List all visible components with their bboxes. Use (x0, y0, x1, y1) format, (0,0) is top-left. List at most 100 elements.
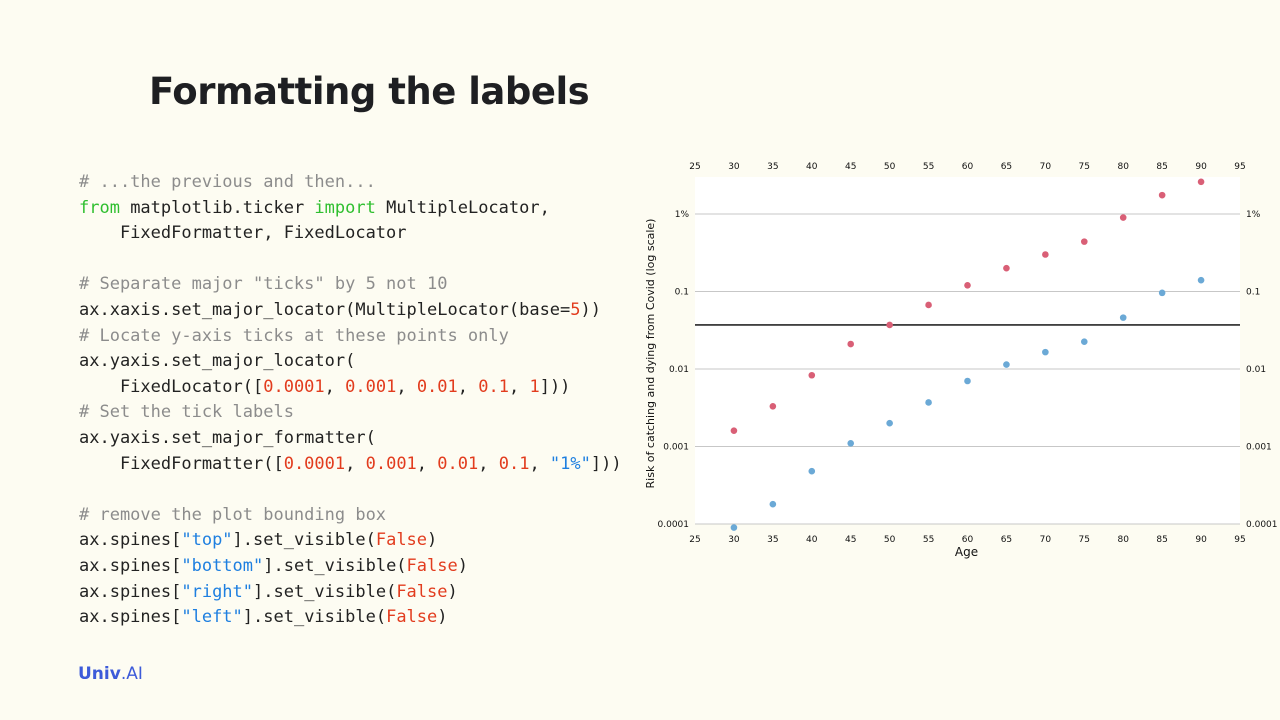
y-tick-label-left: 1% (675, 210, 690, 220)
code-token-false: False (386, 607, 438, 628)
logo-text-ai: .AI (120, 664, 143, 684)
code-token-plain: ])) (539, 376, 571, 397)
code-line: # remove the plot bounding box (79, 503, 622, 529)
data-point-series-1 (1042, 348, 1049, 356)
code-line: ax.yaxis.set_major_locator( (79, 349, 622, 375)
y-tick-label-right: 0.1 (1246, 287, 1260, 297)
data-point-series-0 (847, 340, 855, 348)
data-point-series-0 (964, 282, 971, 289)
data-point-series-1 (769, 500, 777, 508)
data-point-series-1 (808, 467, 816, 475)
code-line: ax.yaxis.set_major_formatter( (79, 426, 622, 452)
x-tick-label-bottom: 95 (1234, 535, 1245, 545)
x-tick-label-top: 50 (884, 162, 896, 172)
code-token-false: False (375, 530, 428, 551)
code-token-plain: FixedFormatter, FixedLocator (79, 223, 407, 244)
logo-text-univ: Univ (78, 664, 121, 684)
x-tick-label-bottom: 25 (689, 535, 700, 545)
code-token-plain: , (529, 453, 550, 474)
x-tick-label-bottom: 50 (884, 535, 896, 545)
data-point-series-1 (964, 377, 971, 385)
plot-area (695, 177, 1240, 524)
data-point-series-0 (769, 403, 777, 410)
code-line: FixedLocator([0.0001, 0.001, 0.01, 0.1, … (79, 375, 622, 401)
data-point-series-0 (925, 301, 932, 309)
code-token-comment: # Set the tick labels (79, 402, 294, 423)
x-tick-label-top: 30 (728, 162, 740, 172)
code-token-number: 0.01 (437, 453, 479, 474)
x-axis-label: Age (955, 545, 978, 559)
code-line: ax.spines["bottom"].set_visible(False) (79, 554, 622, 580)
code-line: # ...the previous and then... (79, 170, 622, 196)
code-token-number: 0.1 (478, 376, 509, 397)
code-token-plain: , (416, 453, 438, 474)
x-tick-label-top: 55 (923, 162, 934, 172)
code-token-comment: # Locate y-axis ticks at these points on… (79, 325, 509, 346)
code-token-plain: MultipleLocator, (375, 197, 550, 218)
code-token-keyword: import (314, 197, 376, 218)
y-tick-label-left: 0.1 (675, 287, 689, 297)
data-point-series-0 (808, 371, 816, 379)
x-tick-label-top: 85 (1156, 162, 1167, 172)
data-point-series-1 (1003, 361, 1010, 368)
x-tick-label-bottom: 60 (962, 535, 974, 545)
data-point-series-0 (1197, 178, 1205, 186)
code-token-plain: ax.yaxis.set_major_locator( (79, 351, 356, 372)
data-point-series-0 (730, 427, 738, 434)
y-tick-label-right: 0.0001 (1246, 520, 1278, 530)
slide-title: Formatting the labels (149, 70, 590, 113)
data-point-series-1 (925, 399, 932, 406)
y-tick-label-right: 0.01 (1246, 365, 1266, 375)
code-token-number: 0.01 (416, 376, 458, 397)
code-token-comment: # remove the plot bounding box (79, 504, 387, 525)
data-point-series-0 (1158, 191, 1166, 199)
code-line: ax.spines["left"].set_visible(False) (79, 605, 622, 631)
code-token-plain: ax.xaxis.set_major_locator(MultipleLocat… (79, 299, 571, 320)
code-line: # Locate y-axis ticks at these points on… (79, 324, 622, 350)
code-token-plain: matplotlib.ticker (119, 197, 315, 218)
code-token-string: "left" (181, 607, 243, 628)
x-tick-label-bottom: 55 (923, 535, 934, 545)
x-tick-label-top: 45 (845, 162, 856, 172)
univ-ai-logo: Univ.AI (78, 664, 143, 684)
x-tick-label-top: 75 (1079, 162, 1090, 172)
y-axis-label: Risk of catching and dying from Covid (l… (644, 219, 657, 489)
code-line: ax.spines["right"].set_visible(False) (79, 580, 622, 606)
code-token-plain: FixedFormatter([ (79, 453, 284, 474)
data-point-series-0 (1080, 238, 1088, 245)
data-point-series-0 (1003, 264, 1010, 272)
code-line: # Set the tick labels (79, 400, 622, 426)
code-block: # ...the previous and then... from matplo… (79, 170, 622, 631)
code-token-plain: , (345, 453, 366, 474)
code-token-comment: # ...the previous and then... (79, 172, 376, 192)
data-point-series-1 (1080, 338, 1088, 345)
code-token-plain: ].set_visible( (242, 607, 387, 628)
data-point-series-1 (886, 419, 893, 427)
code-token-plain: FixedLocator([ (79, 376, 264, 397)
data-point-series-1 (847, 439, 855, 447)
data-point-series-1 (1119, 314, 1127, 321)
code-token-plain: ) (437, 607, 448, 628)
code-token-string: "top" (181, 530, 233, 551)
code-token-number: 0.001 (345, 376, 397, 397)
code-token-comment: # Separate major "ticks" by 5 not 10 (79, 274, 448, 295)
code-token-plain: ].set_visible( (263, 555, 407, 576)
code-token-plain: ax.yaxis.set_major_formatter( (79, 427, 376, 448)
data-point-series-0 (886, 321, 893, 329)
x-tick-label-top: 95 (1234, 162, 1245, 172)
code-line: FixedFormatter, FixedLocator (79, 221, 622, 247)
x-tick-label-bottom: 35 (767, 535, 778, 545)
x-tick-label-bottom: 90 (1195, 535, 1207, 545)
code-token-plain: ) (457, 555, 468, 576)
code-line: from matplotlib.ticker import MultipleLo… (79, 196, 622, 222)
x-tick-label-bottom: 30 (728, 535, 740, 545)
code-token-plain: ax.spines[ (79, 581, 182, 602)
code-token-plain: ].set_visible( (232, 530, 376, 551)
data-point-series-0 (1042, 251, 1049, 258)
code-token-number: 0.0001 (263, 376, 325, 397)
x-tick-label-top: 65 (1001, 162, 1012, 172)
code-token-number: 0.001 (365, 453, 417, 474)
y-tick-label-right: 0.001 (1246, 442, 1272, 452)
code-token-plain: , (324, 376, 346, 397)
